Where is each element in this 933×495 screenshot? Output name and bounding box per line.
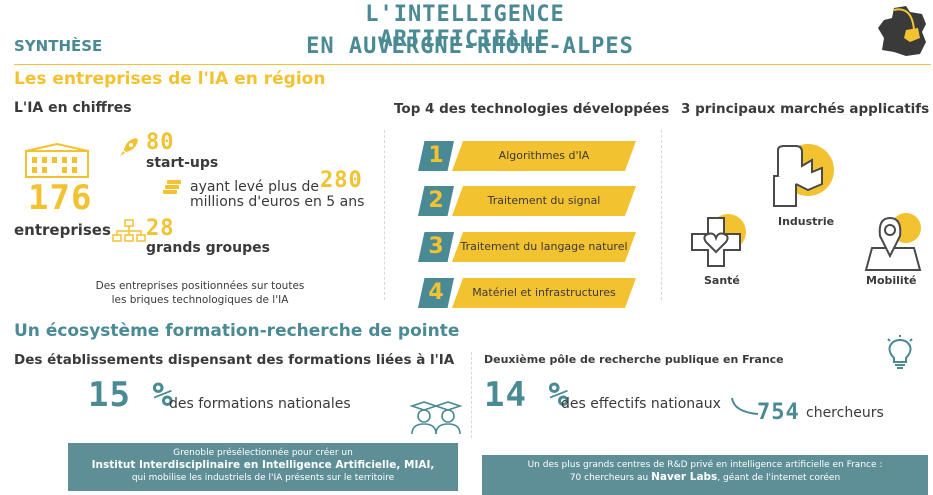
miai-banner-line1: Grenoble présélectionnée pour créer un	[173, 448, 353, 458]
total-label: entreprises	[14, 221, 111, 239]
section1-title: Les entreprises de l'IA en région	[14, 69, 326, 89]
header-divider	[14, 64, 931, 65]
funding-prefix: ayant levé plus de	[190, 179, 320, 195]
synthese-label: SYNTHÈSE	[14, 37, 103, 55]
total-value: 176	[28, 178, 93, 218]
naver-banner-bold: Naver Labs	[651, 471, 718, 483]
naver-banner-prefix: 70 chercheurs au	[569, 473, 649, 483]
graduates-icon	[409, 401, 463, 435]
org-chart-icon	[112, 219, 146, 242]
chiffres-note-line2: les briques technologiques de l'IA	[111, 294, 289, 306]
startups-label: start-ups	[146, 155, 219, 171]
technology-label: Matériel et infrastructures	[452, 278, 636, 308]
sante-label: Santé	[704, 274, 740, 287]
naver-banner-line1: Un des plus grands centres de R&D privé …	[527, 460, 883, 470]
funding-suffix: millions d'euros en 5 ans	[190, 194, 365, 210]
mobilite-label: Mobilité	[866, 274, 917, 287]
formations-heading: Des établissements dispensant des format…	[14, 352, 455, 368]
miai-banner-bold: Institut Interdisciplinaire en Intellige…	[91, 459, 435, 471]
recherche-label: des effectifs nationaux	[561, 396, 721, 412]
page-title-line1: L'INTELLIGENCE ARTIFICIELLE	[365, 2, 565, 52]
coins-icon	[163, 180, 181, 194]
connector-line	[731, 397, 759, 415]
naver-banner: Un des plus grands centres de R&D privé …	[482, 455, 928, 495]
technology-label: Traitement du langage naturel	[452, 232, 636, 262]
technology-item: 3 Traitement du langage naturel	[418, 232, 636, 262]
naver-banner-suffix: , géant de l'internet coréen	[717, 473, 841, 483]
technology-item: 1 Algorithmes d'IA	[418, 141, 636, 171]
technology-item: 4 Matériel et infrastructures	[418, 278, 636, 308]
miai-banner-line3: qui mobilise les industriels de l'IA pré…	[131, 473, 395, 483]
health-cross-icon	[691, 214, 746, 267]
chiffres-heading: L'IA en chiffres	[14, 100, 132, 116]
map-pin-icon	[864, 213, 922, 271]
factory-icon	[773, 144, 834, 207]
technology-label: Traitement du signal	[452, 186, 636, 216]
rocket-icon	[120, 138, 138, 156]
recherche-value: 14 %	[484, 375, 570, 415]
formations-value: 15 %	[88, 375, 174, 415]
page-title-line2: EN AUVERGNE-RHÔNE-ALPES	[306, 34, 634, 59]
chiffres-note-line1: Des entreprises positionnées sur toutes	[95, 280, 305, 292]
groups-label: grands groupes	[146, 240, 270, 256]
industrie-label: Industrie	[778, 215, 835, 228]
miai-banner-line2: Institut Interdisciplinaire en Intellige…	[68, 459, 458, 472]
lightbulb-icon	[887, 335, 913, 369]
building-icon	[25, 143, 89, 178]
technology-rank: 3	[418, 232, 454, 262]
miai-banner: Grenoble présélectionnée pour créer un I…	[68, 443, 458, 491]
column-divider-2	[661, 130, 662, 300]
technology-label: Algorithmes d'IA	[452, 141, 636, 171]
technology-rank: 2	[418, 186, 454, 216]
column-divider-3	[471, 352, 472, 438]
section2-title: Un écosystème formation-recherche de poi…	[14, 321, 460, 341]
naver-banner-line2: 70 chercheurs au Naver Labs, géant de l'…	[482, 471, 928, 484]
startups-value: 80	[146, 130, 175, 155]
researchers-label: chercheurs	[806, 405, 884, 421]
formations-label: des formations nationales	[169, 396, 351, 412]
funding-value: 280	[320, 168, 363, 193]
technology-item: 2 Traitement du signal	[418, 186, 636, 216]
column-divider-1	[384, 130, 385, 300]
groups-value: 28	[146, 216, 175, 241]
technology-rank: 4	[418, 278, 454, 308]
researchers-value: 754	[757, 400, 800, 425]
technology-rank: 1	[418, 141, 454, 171]
france-map-icon	[878, 6, 926, 56]
marches-heading: 3 principaux marchés applicatifs	[681, 101, 930, 117]
technologies-heading: Top 4 des technologies développées	[394, 101, 670, 117]
recherche-heading: Deuxième pôle de recherche publique en F…	[484, 353, 784, 366]
